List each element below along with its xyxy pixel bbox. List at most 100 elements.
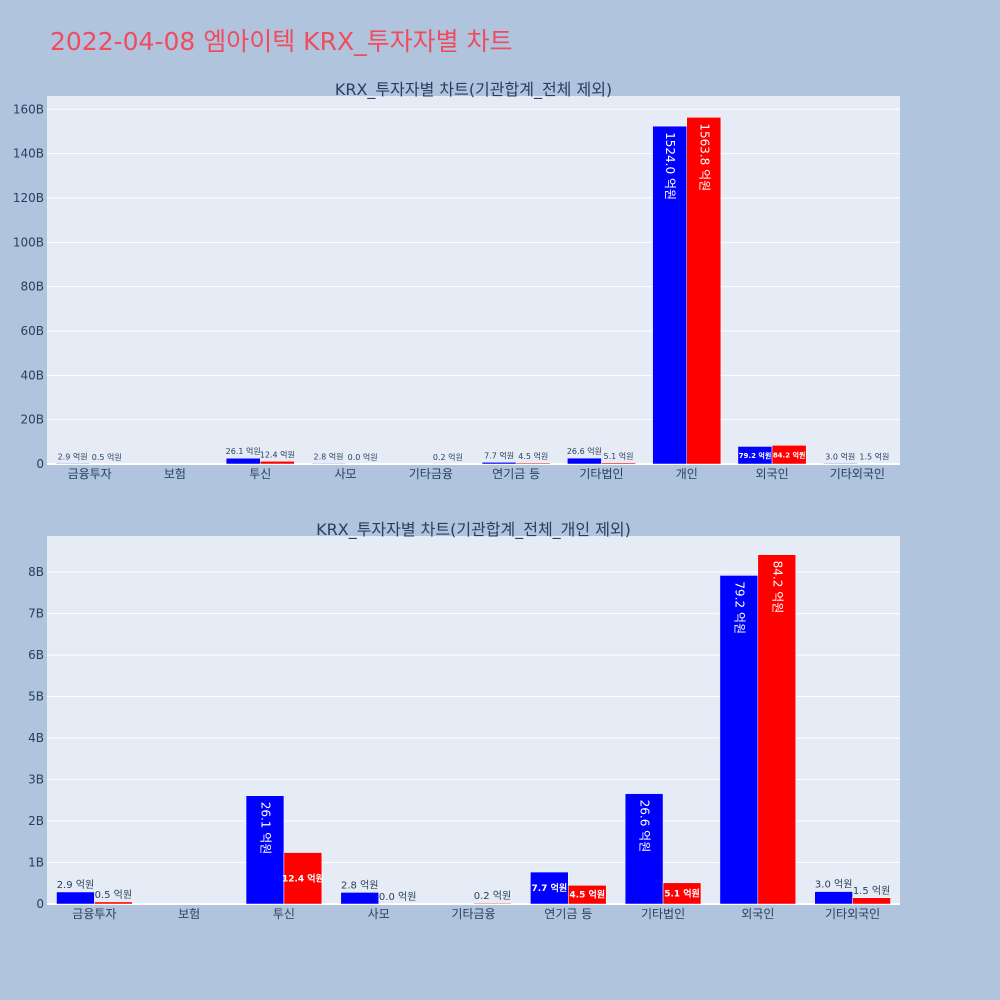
y-tick-label: 20B: [20, 413, 44, 427]
data-label: 2.9 억원: [57, 879, 94, 891]
data-label: 0.0 억원: [379, 891, 416, 903]
x-tick-label: 외국인: [741, 907, 774, 921]
data-label: 5.1 억원: [664, 887, 700, 899]
data-label: 7.7 억원: [484, 450, 514, 460]
x-tick-label: 투신: [273, 907, 295, 921]
x-tick-label: 기타금융: [409, 467, 453, 481]
x-tick-label: 연기금 등: [492, 467, 540, 481]
y-tick-label: 120B: [13, 191, 44, 205]
x-tick-label: 투신: [249, 467, 271, 481]
sell-bar: [94, 901, 133, 905]
data-label: 2.8 억원: [313, 451, 343, 461]
data-label: 3.0 억원: [825, 451, 855, 461]
sell-bar: [757, 554, 796, 905]
sell-bar: [568, 885, 607, 905]
buy-bar: [530, 871, 569, 905]
y-tick-label: 2B: [28, 814, 44, 828]
x-tick-label: 금융투자: [72, 907, 116, 921]
y-tick-label: 7B: [28, 607, 44, 621]
data-label: 26.1 억원: [258, 802, 272, 855]
y-tick-label: 8B: [28, 565, 44, 579]
sell-bar: [473, 902, 512, 905]
y-tick-label: 6B: [28, 648, 44, 662]
page-title: 2022-04-08 엠아이텍 KRX_투자자별 차트: [50, 27, 513, 56]
sell-bar: [601, 462, 636, 465]
data-label: 26.6 억원: [567, 446, 602, 456]
sell-bar: [260, 461, 295, 465]
data-label: 2.8 억원: [341, 879, 378, 891]
buy-bar: [652, 125, 688, 465]
x-tick-label: 외국인: [755, 467, 788, 481]
data-label: 79.2 억원: [739, 451, 772, 460]
chart-title: KRX_투자자별 차트(기관합계_전체 제외): [335, 80, 612, 100]
y-tick-label: 80B: [20, 280, 44, 294]
buy-bar: [481, 462, 517, 465]
data-label: 0.5 억원: [95, 889, 132, 901]
data-label: 12.4 억원: [260, 449, 295, 459]
chart-1: 0 20B 40B 60B 80B 100B 120B 140B 160B KRX_투자자별 차트…: [13, 80, 900, 481]
buy-bar: [56, 891, 95, 905]
x-tick-label: 기타외국인: [825, 907, 880, 921]
x-tick-label: 기타외국인: [830, 467, 885, 481]
sell-bar: [686, 117, 722, 465]
plot-area: [47, 96, 900, 464]
y-tick-label: 60B: [20, 324, 44, 338]
x-tick-label: 기타금융: [451, 907, 495, 921]
y-tick-label: 40B: [20, 368, 44, 382]
buy-bar: [567, 457, 602, 465]
y-tick-label: 0: [36, 457, 44, 471]
data-label: 0.5 억원: [92, 452, 122, 462]
data-label: 0.2 억원: [433, 452, 463, 462]
x-tick-label: 기타법인: [641, 907, 685, 921]
y-tick-label: 5B: [28, 690, 44, 704]
data-label: 84.2 억원: [773, 451, 806, 460]
buy-bar: [719, 575, 759, 905]
data-label: 1.5 억원: [853, 885, 890, 897]
sell-bar: [515, 462, 551, 465]
data-label: 0.2 억원: [474, 890, 511, 902]
sell-bar: [283, 852, 323, 905]
data-label: 1.5 억원: [859, 452, 889, 462]
buy-bar: [55, 463, 90, 465]
chart-2: 0 1B 2B 3B 4B 5B 6B 7B 8B KRX_투자자별 차트(기관합계_전체_개인 …: [28, 520, 900, 921]
data-label: 3.0 억원: [815, 879, 852, 891]
data-label: 26.1 억원: [226, 446, 261, 456]
y-tick-label: 100B: [13, 235, 44, 249]
data-label: 2.9 억원: [58, 451, 88, 461]
data-label: 1563.8 억원: [697, 123, 711, 191]
x-tick-label: 금융투자: [68, 467, 112, 481]
y-tick-label: 4B: [28, 731, 44, 745]
data-label: 7.7 억원: [532, 882, 568, 894]
x-tick-label: 사모: [368, 907, 390, 921]
x-tick-label: 사모: [335, 467, 357, 481]
sell-bar: [852, 897, 891, 905]
x-tick-label: 개인: [676, 467, 698, 481]
data-label: 0.0 억원: [348, 452, 378, 462]
y-tick-label: 140B: [13, 147, 44, 161]
sell-bar: [771, 445, 807, 465]
x-tick-label: 연기금 등: [544, 907, 592, 921]
data-label: 79.2 억원: [732, 581, 746, 634]
data-label: 4.5 억원: [569, 889, 605, 901]
x-tick-label: 기타법인: [579, 467, 623, 481]
buy-bar: [340, 892, 379, 905]
y-tick-label: 0: [36, 897, 44, 911]
data-label: 84.2 억원: [770, 561, 784, 614]
y-tick-label: 160B: [13, 102, 44, 116]
y-tick-label: 3B: [28, 773, 44, 787]
data-label: 26.6 억원: [638, 800, 652, 853]
buy-bar: [624, 793, 664, 905]
x-tick-label: 보험: [164, 467, 186, 481]
buy-bar: [822, 463, 858, 465]
buy-bar: [225, 457, 261, 465]
buy-bar: [245, 795, 285, 905]
data-label: 5.1 억원: [604, 451, 634, 461]
chart-title: KRX_투자자별 차트(기관합계_전체_개인 제외): [316, 520, 631, 540]
y-tick-label: 1B: [28, 856, 44, 870]
data-label: 12.4 억원: [282, 872, 324, 884]
data-label: 4.5 억원: [518, 451, 548, 461]
sell-bar: [662, 882, 702, 905]
buy-bar: [814, 891, 853, 905]
buy-bar: [311, 463, 346, 465]
